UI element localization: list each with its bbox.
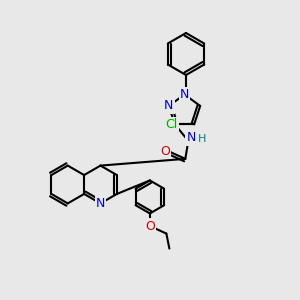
Text: N: N [164,99,173,112]
Text: N: N [180,88,189,101]
Text: O: O [160,145,170,158]
Text: O: O [145,220,155,232]
Text: H: H [198,134,206,144]
Text: N: N [96,197,105,210]
Text: N: N [187,131,196,144]
Text: Cl: Cl [166,118,178,131]
